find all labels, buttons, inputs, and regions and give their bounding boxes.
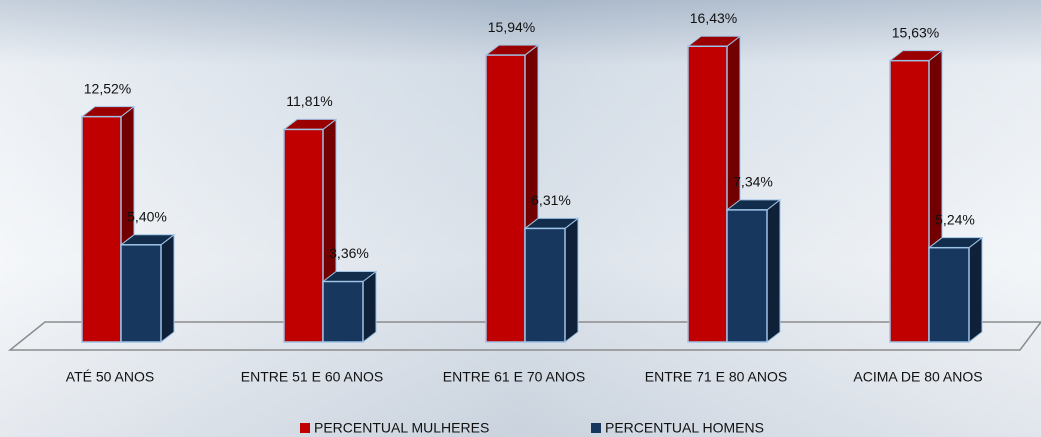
bar <box>928 246 970 343</box>
data-label: 15,94% <box>488 19 535 35</box>
data-label: 3,36% <box>329 245 369 261</box>
data-label: 5,24% <box>935 211 975 227</box>
bar <box>726 209 768 343</box>
data-label: 12,52% <box>84 80 131 96</box>
bar-side <box>766 198 781 344</box>
bar <box>283 128 324 343</box>
bar <box>524 227 566 343</box>
data-label: 5,40% <box>127 209 167 225</box>
bar <box>889 59 930 343</box>
data-label: 7,34% <box>733 174 773 190</box>
bar-side <box>564 217 579 344</box>
bar <box>485 54 526 343</box>
legend-label: PERCENTUAL MULHERES <box>314 420 489 436</box>
x-tick-label: ENTRE 51 E 60 ANOS <box>241 369 383 385</box>
legend-swatch <box>591 423 601 433</box>
bar <box>687 45 728 343</box>
bar-side <box>160 233 175 344</box>
legend-label: PERCENTUAL HOMENS <box>605 420 764 436</box>
bar <box>322 280 364 343</box>
bar-side <box>968 236 983 344</box>
bar <box>120 244 162 343</box>
data-label: 15,63% <box>892 24 939 40</box>
x-tick-label: ACIMA DE 80 ANOS <box>853 369 982 385</box>
floor <box>7 321 1041 351</box>
data-label: 11,81% <box>286 93 332 109</box>
x-tick-label: ATÉ 50 ANOS <box>66 369 154 385</box>
bar <box>81 115 122 343</box>
bar-side <box>362 270 377 344</box>
x-tick-label: ENTRE 61 E 70 ANOS <box>443 369 585 385</box>
legend-swatch <box>300 423 310 433</box>
data-label: 16,43% <box>690 10 737 26</box>
data-label: 6,31% <box>531 192 571 208</box>
x-tick-label: ENTRE 71 E 80 ANOS <box>645 369 787 385</box>
